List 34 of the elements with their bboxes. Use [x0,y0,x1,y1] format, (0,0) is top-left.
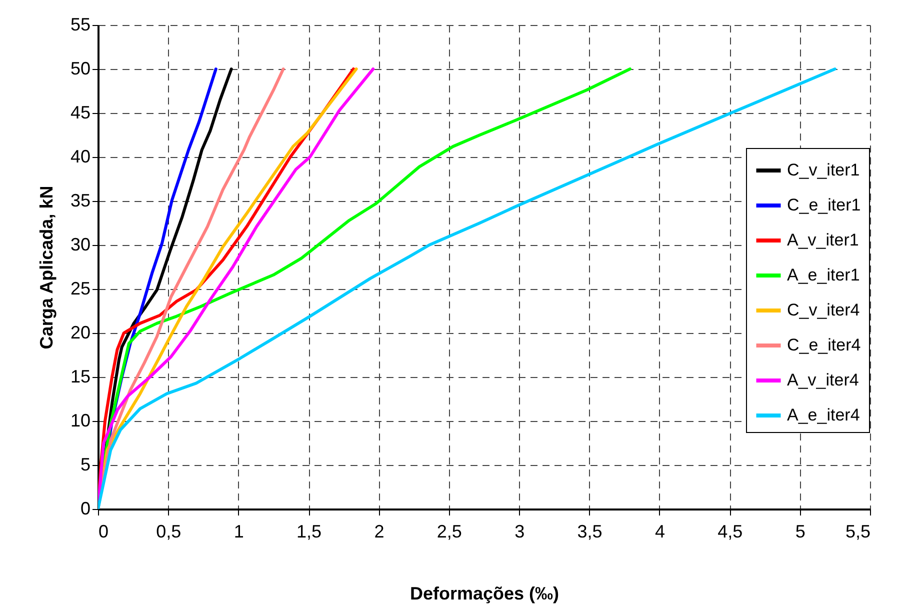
y-tick-label: 40 [70,146,90,166]
y-tick-label: 50 [70,58,90,78]
x-tick-label: 4 [654,522,665,542]
legend-label: C_v_iter1 [787,160,860,180]
legend-label: A_v_iter4 [787,370,859,390]
x-axis-title: Deformações (‰) [410,584,560,604]
y-tick-label: 45 [70,102,90,122]
x-tick-label: 1 [234,522,244,542]
y-tick-label: 55 [70,14,90,34]
y-tick-label: 5 [80,454,90,474]
y-tick-label: 35 [70,190,90,210]
y-tick-label: 30 [70,234,90,254]
x-tick-label: 3 [514,522,525,542]
x-tick-label: 1,5 [296,522,322,542]
x-tick-label: 0 [98,522,109,542]
legend-label: A_e_iter4 [787,406,860,424]
legend-label: C_v_iter4 [787,300,860,320]
legend-label: A_v_iter1 [787,230,859,250]
x-tick-label: 5 [795,522,806,542]
legend-label: A_e_iter1 [787,266,860,284]
y-tick-label: 10 [70,410,90,430]
x-tick-label: 0,5 [156,522,182,542]
legend-label: C_e_iter1 [787,196,861,214]
legend-label: C_e_iter4 [787,336,861,354]
x-tick-label: 3,5 [577,522,602,542]
y-tick-label: 0 [80,498,90,518]
x-tick-label: 2 [374,522,384,542]
x-tick-label: 5,5 [845,522,870,542]
y-tick-label: 20 [70,322,90,342]
y-tick-label: 15 [70,366,90,386]
x-tick-label: 2,5 [436,522,462,542]
y-axis-title: Carga Aplicada, kN [36,186,56,350]
x-tick-label: 4,5 [718,522,743,542]
y-tick-label: 25 [70,278,90,298]
